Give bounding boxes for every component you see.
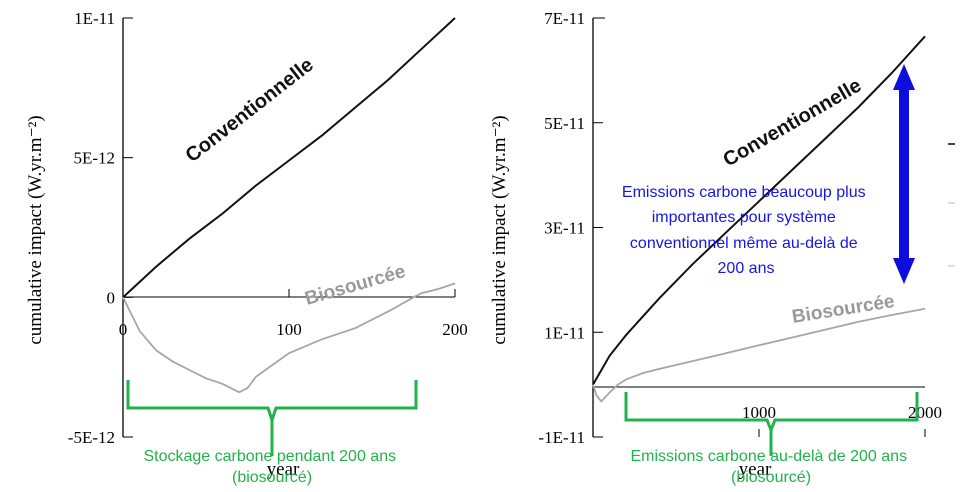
left-annotation-line-1: Stockage carbone pendant 200 ans [143,448,396,465]
right-x-tick-label: 1000 [742,403,776,422]
left-green-brace [126,380,418,425]
right-bottom-annotation-line-1: Emissions carbone au-delà de 200 ans [630,448,907,465]
right-y-tick-label: 3E-11 [544,219,585,238]
left-y-tick-label: 5E-12 [73,149,115,168]
left-x-tick-label: 100 [276,320,302,339]
left-y-tick-label: -5E-12 [68,428,115,447]
left-label-biosourced: Biosourcée [303,261,408,310]
right-bottom-annotation: Emissions carbone au-delà de 200 ans (bi… [630,448,911,486]
left-chart: 1E-11 5E-12 0 -5E-12 0 100 200 cumulative impa… [25,9,468,486]
right-y-tick-label: 5E-11 [544,114,585,133]
left-ticks: 1E-11 5E-12 0 -5E-12 0 100 200 [68,9,468,447]
right-bottom-annotation-line-2: (biosourcé) [731,469,811,486]
double-arrow-shaft [899,88,909,260]
double-arrow-head-bottom [893,258,915,284]
left-label-conventional: Conventionnelle [182,54,318,167]
right-annotation-line-4: 200 ans [718,260,775,277]
right-label-conventional: Conventionnelle [720,74,866,171]
right-x-axis-title: year [739,459,772,480]
right-edge-fragments [948,143,955,267]
right-y-tick-label: -1E-11 [538,428,585,447]
left-y-tick-label: 1E-11 [74,9,115,28]
left-annotation-line-2: (biosourcé) [232,469,312,486]
left-annotation: Stockage carbone pendant 200 ans (biosou… [143,448,400,486]
left-y-axis-title: cumulative impact (W.yr.m⁻²) [25,115,46,344]
right-series-line-biosourcee [592,307,926,403]
left-x-tick-label: 200 [442,320,468,339]
right-annotation-line-2: importantes pour système [652,209,836,226]
left-series [122,17,456,394]
left-x-axis-title: year [267,459,300,480]
right-label-biosourced: Biosourcée [790,291,895,328]
right-annotation: Emissions carbone beaucoup plus importan… [622,184,870,277]
right-annotation-line-3: conventionnel même au-delà de [630,235,858,252]
right-annotation-line-1: Emissions carbone beaucoup plus [622,184,866,201]
left-series-line-biosourcee [122,282,456,394]
right-y-tick-label: 7E-11 [544,9,585,28]
right-y-tick-label: 1E-11 [544,323,585,342]
left-series-line-conventionnelle [122,17,456,299]
right-series [592,35,926,403]
left-x-tick-label: 0 [119,320,128,339]
right-series-line-conventionnelle [592,35,926,386]
double-arrow-head-top [893,64,915,90]
double-arrow [893,64,915,284]
left-y-tick-label: 0 [107,288,116,307]
right-y-axis-title: cumulative impact (W.yr.m⁻²) [489,115,510,344]
